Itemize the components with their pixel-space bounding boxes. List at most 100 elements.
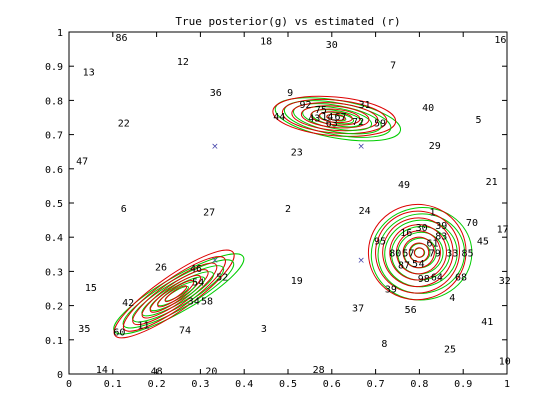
- sample-label: 10: [499, 356, 511, 367]
- estimated-contour: [281, 98, 388, 135]
- sample-label: 4: [449, 293, 455, 304]
- sample-label: 72: [352, 117, 364, 128]
- estimated-contour: [113, 249, 235, 339]
- sample-label: 74: [179, 326, 191, 337]
- estimated-contour: [375, 210, 460, 294]
- sample-label: 41: [481, 317, 493, 328]
- estimated-contour: [367, 203, 467, 301]
- sample-label: 40: [422, 103, 434, 114]
- sample-label: 4: [419, 259, 425, 270]
- x-tick-label: 0: [66, 379, 72, 390]
- sample-label: 92: [299, 100, 311, 111]
- sample-label: 49: [398, 180, 410, 191]
- y-tick-label: 0: [57, 370, 63, 381]
- true-posterior-contour: [311, 109, 363, 128]
- sample-label: 20: [205, 367, 217, 378]
- estimated-contour: [389, 224, 447, 281]
- sample-label: 39: [385, 285, 397, 296]
- x-tick-label: 0.1: [104, 379, 122, 390]
- sample-label: 44: [273, 112, 285, 123]
- x-tick-label: 0.2: [148, 379, 166, 390]
- y-tick-label: 0.7: [45, 131, 63, 142]
- estimated-contour: [413, 247, 425, 258]
- sample-label: 25: [444, 344, 456, 355]
- sample-label: 37: [352, 303, 364, 314]
- sample-label: 32: [499, 276, 511, 287]
- sample-label: 34: [188, 296, 200, 307]
- sample-label: 22: [118, 119, 130, 130]
- sample-label: 18: [260, 37, 272, 48]
- y-tick-label: 0.1: [45, 336, 63, 347]
- sample-label: 26: [155, 262, 167, 273]
- estimated-contour: [149, 274, 202, 313]
- estimated-contour: [395, 230, 441, 275]
- sample-label: 27: [203, 208, 215, 219]
- chart-title: True posterior(g) vs estimated (r): [175, 15, 400, 28]
- estimated-contour: [402, 236, 435, 269]
- estimated-contour: [157, 280, 195, 308]
- estimated-contour: [310, 108, 361, 126]
- sample-label: 5: [412, 259, 418, 270]
- sample-label: 9: [287, 88, 293, 99]
- sample-label: 35: [78, 324, 90, 335]
- sample-label: 24: [359, 206, 371, 217]
- sample-label: 16: [400, 228, 412, 239]
- sample-label: 23: [291, 148, 303, 159]
- y-tick-label: 0.3: [45, 267, 63, 278]
- sample-label: 21: [486, 177, 498, 188]
- x-tick-label: 0.5: [279, 379, 297, 390]
- sample-label: 57: [402, 249, 414, 260]
- estimated-contour: [318, 111, 353, 124]
- x-tick-label: 0.9: [454, 379, 472, 390]
- sample-label: 33: [446, 249, 458, 260]
- estimated-contour: [382, 217, 454, 288]
- sample-label: 13: [83, 67, 95, 78]
- center-markers: × × × ×: [211, 142, 365, 266]
- sample-label: 8: [381, 339, 387, 350]
- sample-label: 11: [137, 320, 149, 331]
- estimated-contour: [132, 262, 218, 326]
- sample-label: 52: [216, 273, 228, 284]
- sample-label: 1: [430, 208, 436, 219]
- sample-label: 19: [291, 276, 303, 287]
- sample-label: 75: [315, 105, 327, 116]
- sample-label: 58: [201, 296, 213, 307]
- sample-label: 12: [177, 57, 189, 68]
- sample-label: 47: [76, 156, 88, 167]
- sample-label: 63: [326, 119, 338, 130]
- sample-label: 7: [390, 60, 396, 71]
- estimated-contour: [408, 242, 430, 263]
- sample-label: 3: [261, 324, 267, 335]
- cluster-center-marker: ×: [357, 142, 365, 152]
- sample-label: 64: [431, 273, 443, 284]
- x-tick-label: 0.8: [410, 379, 428, 390]
- x-tick-label: 0.7: [367, 379, 385, 390]
- sample-label: 85: [462, 249, 474, 260]
- x-tick-label: 0.4: [235, 379, 253, 390]
- sample-label: 56: [405, 305, 417, 316]
- cluster-center-marker: ×: [211, 142, 219, 152]
- y-tick-label: 0.9: [45, 62, 63, 73]
- sample-label: 60: [113, 327, 125, 338]
- y-tick-label: 0.2: [45, 302, 63, 313]
- estimated-contour: [326, 113, 346, 121]
- sample-label: 46: [190, 264, 202, 275]
- axis-ticks: 0 0.1 0.2 0.3 0.4 0.5 0.6 0.7 0.8 0.9 100.10.20.30…: [45, 28, 510, 390]
- sample-label: 14: [321, 112, 333, 123]
- sample-label: 6: [121, 204, 127, 215]
- sample-label: 17: [497, 225, 509, 236]
- y-tick-label: 1: [57, 28, 63, 39]
- sample-label: 2: [285, 204, 291, 215]
- sample-label: 16: [494, 35, 506, 46]
- sample-label: 79: [429, 249, 441, 260]
- sample-label: 15: [85, 283, 97, 294]
- contour-layer: [113, 95, 473, 339]
- y-tick-label: 0.5: [45, 199, 63, 210]
- x-tick-label: 1: [504, 379, 510, 390]
- estimated-contour: [300, 105, 370, 129]
- estimated-contour: [141, 269, 209, 319]
- true-posterior-contour: [384, 219, 458, 288]
